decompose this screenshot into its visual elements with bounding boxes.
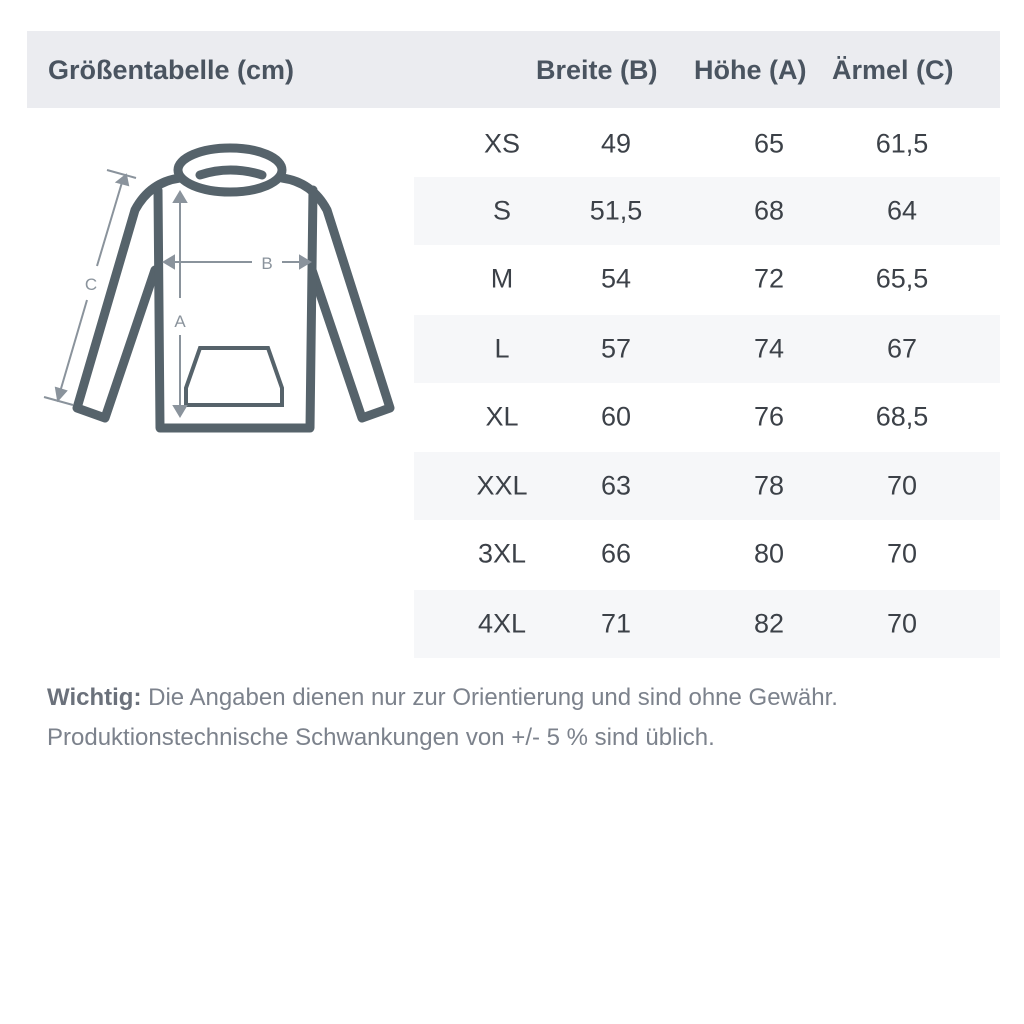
size-cell: M — [490, 263, 514, 294]
size-cell: 3XL — [477, 538, 527, 569]
table-header: Größentabelle (cm) Breite (B) Höhe (A) Ä… — [27, 31, 1000, 108]
note-label: Wichtig: — [47, 684, 142, 711]
value-cell: 68 — [753, 195, 785, 226]
value-cell: 67 — [886, 333, 918, 364]
label-c: C — [85, 275, 97, 294]
table-row: XXL 63 78 70 — [414, 452, 1000, 520]
value-cell: 54 — [600, 263, 632, 294]
note-line-2: Produktionstechnische Schwankungen von +… — [47, 724, 715, 751]
column-header-breite: Breite (B) — [536, 55, 658, 85]
note-line-1: Die Angaben dienen nur zur Orientierung … — [141, 684, 838, 711]
table-row: M 54 72 65,5 — [414, 245, 1000, 313]
table-row: 3XL 66 80 70 — [414, 520, 1000, 588]
hoodie-outline-icon — [72, 143, 395, 433]
value-cell: 49 — [600, 128, 632, 159]
value-cell: 74 — [753, 333, 785, 364]
table-title: Größentabelle (cm) — [48, 55, 295, 85]
table-row: 4XL 71 82 70 — [414, 590, 1000, 658]
measurement-arrows — [43, 169, 312, 418]
value-cell: 78 — [753, 470, 785, 501]
size-cell: XS — [483, 128, 521, 159]
value-cell: 57 — [600, 333, 632, 364]
pocket-icon — [184, 346, 284, 407]
size-cell: L — [494, 333, 510, 364]
value-cell: 70 — [886, 538, 918, 569]
value-cell: 60 — [600, 401, 632, 432]
value-cell: 70 — [886, 470, 918, 501]
value-cell: 51,5 — [589, 195, 643, 226]
value-cell: 80 — [753, 538, 785, 569]
value-cell: 64 — [886, 195, 918, 226]
label-a: A — [174, 312, 186, 331]
table-row: L 57 74 67 — [414, 315, 1000, 383]
table-row: XL 60 76 68,5 — [414, 383, 1000, 451]
column-header-aermel: Ärmel (C) — [832, 55, 954, 85]
value-cell: 66 — [600, 538, 632, 569]
column-header-hoehe: Höhe (A) — [694, 55, 807, 85]
value-cell: 71 — [600, 608, 632, 639]
value-cell: 65 — [753, 128, 785, 159]
disclaimer-note: Wichtig: Die Angaben dienen nur zur Orie… — [47, 678, 838, 758]
value-cell: 72 — [753, 263, 785, 294]
size-cell: 4XL — [477, 608, 527, 639]
value-cell: 65,5 — [875, 263, 929, 294]
label-b: B — [261, 254, 272, 273]
size-cell: XXL — [476, 470, 528, 501]
hoodie-measurement-diagram: A B C — [43, 143, 395, 433]
size-cell: S — [492, 195, 512, 226]
value-cell: 82 — [753, 608, 785, 639]
table-row: XS 49 65 61,5 — [414, 110, 1000, 178]
value-cell: 76 — [753, 401, 785, 432]
value-cell: 63 — [600, 470, 632, 501]
table-row: S 51,5 68 64 — [414, 177, 1000, 245]
value-cell: 61,5 — [875, 128, 929, 159]
size-cell: XL — [485, 401, 519, 432]
value-cell: 68,5 — [875, 401, 929, 432]
value-cell: 70 — [886, 608, 918, 639]
